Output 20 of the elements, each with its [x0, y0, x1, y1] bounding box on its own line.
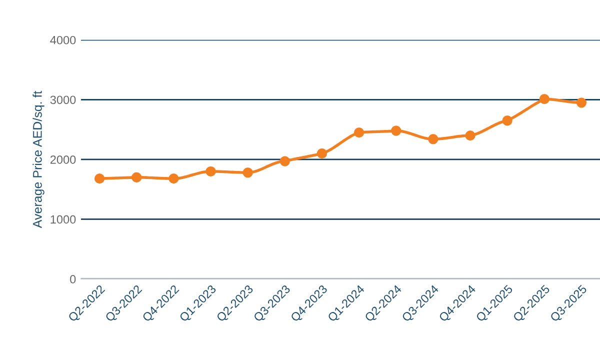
point — [94, 173, 105, 184]
y-tick-label: 0 — [70, 275, 76, 284]
point — [206, 166, 216, 176]
y-tick-label: 3000 — [50, 96, 76, 104]
point — [576, 98, 587, 108]
point — [316, 148, 328, 159]
point — [242, 168, 253, 178]
point — [132, 172, 142, 182]
point — [354, 127, 364, 138]
y-axis-title: Average Price AED/sq. ft — [32, 90, 44, 228]
y-tick-label: 2000 — [50, 155, 76, 164]
point — [502, 116, 512, 126]
point — [280, 156, 290, 166]
point — [465, 130, 476, 141]
y-tick-label: 1000 — [50, 215, 76, 224]
y-tick-label: 4000 — [50, 36, 76, 44]
point — [391, 126, 402, 136]
point — [539, 94, 550, 104]
point — [428, 134, 438, 144]
point — [168, 173, 179, 184]
